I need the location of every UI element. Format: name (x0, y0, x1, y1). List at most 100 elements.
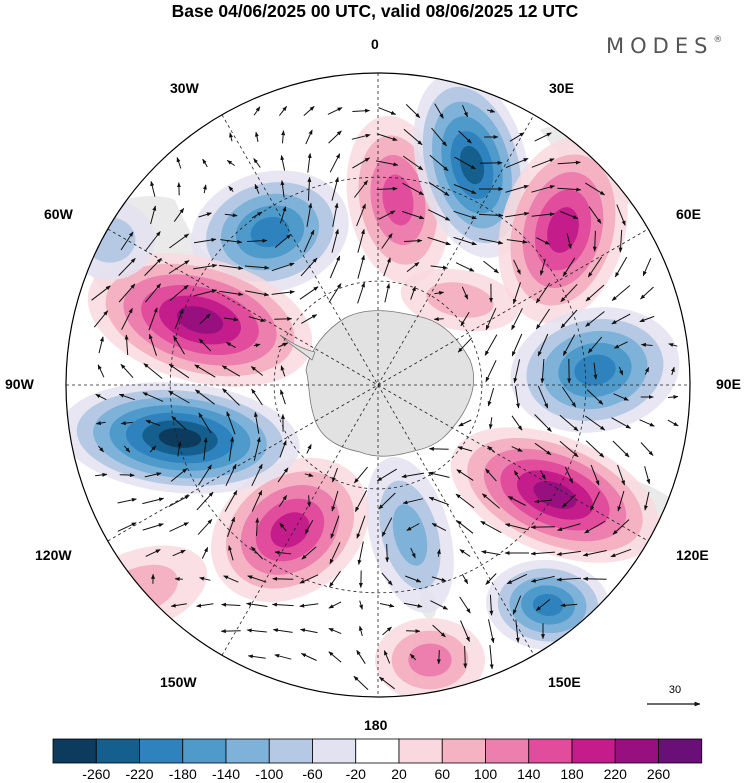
colorbar-swatch (614, 738, 659, 764)
wind-vector (328, 601, 342, 609)
wind-vector (329, 570, 341, 588)
wind-vector (118, 393, 135, 401)
wind-vector (556, 550, 581, 556)
wind-vector (562, 334, 576, 356)
wind-vector (512, 595, 522, 615)
wind-vector (487, 445, 495, 453)
wind-vector (354, 466, 368, 484)
wind-vector (352, 157, 371, 169)
wind-vector (588, 206, 602, 224)
wind-vector (254, 183, 260, 194)
wind-vector (251, 211, 263, 219)
wind-vector (376, 468, 397, 482)
wind-vector (406, 523, 420, 531)
wind-vector (611, 285, 631, 301)
colorbar-swatch (268, 738, 313, 764)
wind-vector (93, 310, 109, 328)
wind-vector (97, 364, 105, 378)
wind-vector (590, 464, 600, 486)
wind-vector (271, 290, 295, 295)
wind-vector (539, 258, 546, 276)
wind-vector (168, 390, 190, 404)
wind-vector (436, 650, 441, 665)
wind-vector (403, 602, 423, 608)
wind-vector (611, 313, 631, 325)
wind-vector (170, 603, 187, 608)
wind-vector (534, 442, 552, 456)
wind-vector (557, 187, 582, 192)
modes-logo: MODES® (606, 34, 723, 58)
wind-vector (328, 651, 342, 663)
wind-vector (382, 626, 392, 636)
wind-vector (384, 283, 391, 303)
wind-vector (460, 620, 470, 642)
wind-vector (142, 523, 164, 531)
anomaly-center-14 (66, 200, 155, 280)
wind-vector (560, 309, 578, 329)
wind-vector (227, 516, 235, 537)
wind-vector (617, 464, 625, 486)
colorbar-tick-label: -180 (168, 766, 197, 782)
wind-vector (225, 463, 237, 487)
wind-vector (585, 311, 605, 327)
wind-vector (171, 416, 187, 430)
wind-vector (405, 104, 421, 118)
colorbar-tick-label: -60 (302, 766, 323, 782)
wind-vectors (91, 103, 679, 691)
wind-vector (642, 258, 652, 277)
wind-vector (434, 103, 444, 119)
wind-vector (219, 264, 244, 270)
wind-vector (427, 236, 451, 246)
wind-vector (331, 228, 339, 253)
lon-label-150w: 150W (160, 674, 197, 690)
wind-vector (485, 468, 497, 482)
wind-vector (277, 467, 289, 483)
antarctica-land (305, 310, 475, 457)
lon-label-90e: 90E (716, 376, 741, 392)
wind-vector (194, 389, 215, 405)
wind-vector (332, 202, 339, 227)
wind-vector (223, 575, 239, 583)
wind-vector (612, 519, 630, 535)
wind-vector (332, 467, 338, 483)
wind-vector (458, 419, 472, 427)
wind-vector (148, 333, 157, 356)
wind-vector (274, 234, 292, 248)
wind-vector (513, 359, 521, 384)
wind-vector (304, 473, 314, 477)
wind-vector (274, 654, 292, 660)
wind-vector (120, 231, 134, 251)
colorbar-tick-label: -260 (82, 766, 111, 782)
wind-vector (432, 624, 446, 638)
wind-vector (557, 160, 581, 165)
wind-vector (246, 628, 267, 633)
wind-vector (383, 650, 391, 664)
colorbar-tick-label: 260 (646, 766, 671, 782)
wind-vector (144, 258, 162, 276)
wind-vector (150, 205, 157, 225)
wind-vector (385, 543, 390, 563)
wind-vector (383, 257, 391, 277)
wind-vector (228, 436, 235, 461)
wind-vector (251, 490, 263, 512)
wind-vector (410, 285, 416, 300)
wind-vector (124, 334, 129, 356)
wind-vector (378, 210, 396, 220)
wind-vector (251, 388, 263, 406)
wind-vector (485, 307, 497, 331)
wind-vector (436, 548, 441, 557)
wind-vector (561, 386, 577, 408)
wind-vector (145, 420, 161, 426)
wind-vector (513, 470, 521, 480)
wind-vector (272, 628, 293, 633)
wind-vector (590, 491, 600, 511)
colorbar-swatch (658, 738, 703, 764)
wind-vector (381, 572, 393, 586)
wind-vector (222, 388, 240, 406)
wind-vector (307, 495, 312, 508)
wind-vector (172, 549, 186, 557)
wind-vector (280, 155, 286, 171)
wind-vector (253, 411, 260, 434)
wind-vector (485, 573, 497, 585)
wind-vector (199, 313, 211, 325)
